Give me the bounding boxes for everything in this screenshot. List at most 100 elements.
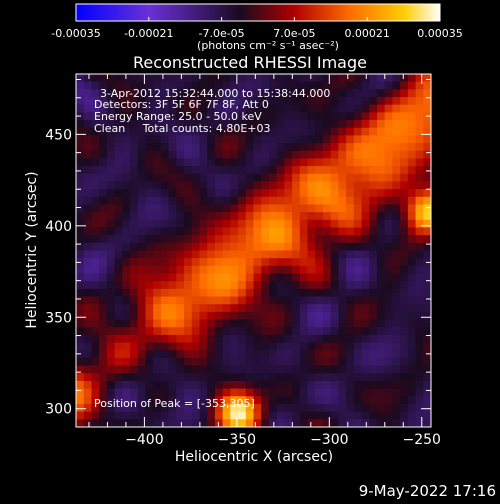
heatmap-cell [415,350,424,359]
heatmap-cell [338,181,347,190]
heatmap-cell [238,89,247,98]
heatmap-cell [353,189,362,198]
heatmap-cell [322,173,332,182]
heatmap-cell [222,411,231,420]
heatmap-cell [145,327,154,336]
heatmap-cell [369,350,378,359]
heatmap-cell [322,127,332,136]
heatmap-cell [160,135,170,144]
heatmap-cell [369,219,378,228]
heatmap-cell [284,173,293,182]
heatmap-cell [199,365,208,374]
heatmap-cell [137,112,146,121]
heatmap-cell [307,120,316,129]
heatmap-cell [299,250,308,259]
heatmap-cell [407,342,416,351]
heatmap-cell [137,135,146,144]
heatmap-cell [222,357,231,366]
heatmap-cell [137,380,146,390]
heatmap-cell [238,288,247,297]
heatmap-cell [392,166,401,175]
heatmap-cell [268,258,278,267]
heatmap-cell [137,120,146,129]
heatmap-cell [130,350,139,359]
heatmap-cell [137,127,146,136]
heatmap-cell [315,304,324,313]
heatmap-cell [330,235,339,244]
heatmap-cell [160,189,170,198]
heatmap-cell [369,288,378,297]
heatmap-cell [276,281,285,290]
heatmap-cell [191,143,200,152]
heatmap-cell [261,304,270,313]
heatmap-cell [191,166,200,175]
heatmap-cell [214,189,224,198]
heatmap-cell [99,150,108,159]
heatmap-cell [168,204,177,213]
heatmap-cell [322,242,332,251]
heatmap-cell [307,281,316,290]
heatmap-cell [137,396,146,405]
heatmap-cell [130,227,139,236]
heatmap-cell [214,173,224,182]
heatmap-cell [191,204,200,213]
heatmap-cell [214,242,224,251]
heatmap-cell [114,396,123,405]
heatmap-cell [415,189,424,198]
heatmap-cell [106,189,115,198]
heatmap-cell [276,380,285,390]
heatmap-cell [91,403,100,413]
heatmap-cell [346,74,355,83]
heatmap-cell [145,219,154,228]
heatmap-cell [153,265,162,274]
heatmap-cell [99,411,108,420]
heatmap-cell [369,189,378,198]
heatmap-cell [299,104,308,113]
heatmap-cell [122,81,131,90]
heatmap-cell [168,81,177,90]
heatmap-cell [91,135,100,144]
heatmap-cell [376,242,386,251]
heatmap-cell [353,281,362,290]
heatmap-cell [261,97,270,106]
heatmap-cell [392,334,401,343]
heatmap-cell [191,296,200,305]
heatmap-cell [392,227,401,236]
heatmap-cell [261,104,270,113]
heatmap-cell [369,273,378,282]
heatmap-cell [137,235,146,244]
heatmap-cell [407,357,416,366]
heatmap-cell [191,250,200,259]
heatmap-cell [315,265,324,274]
heatmap-cell [392,135,401,144]
heatmap-cell [245,181,254,190]
heatmap-cell [330,120,339,129]
heatmap-cell [376,304,386,313]
heatmap-cell [376,89,386,98]
heatmap-cell [99,281,108,290]
heatmap-cell [292,150,301,159]
heatmap-cell [315,319,324,328]
heatmap-cell [153,411,162,420]
heatmap-cell [423,120,432,129]
heatmap-cell [137,104,146,113]
heatmap-cell [230,304,239,313]
heatmap-cell [230,281,239,290]
heatmap-cell [307,204,316,213]
heatmap-cell [292,273,301,282]
heatmap-cell [400,242,409,251]
heatmap-cell [145,143,154,152]
heatmap-cell [276,396,285,405]
heatmap-cell [415,311,424,320]
heatmap-cell [199,342,208,351]
heatmap-cell [91,204,100,213]
heatmap-cell [130,334,139,343]
heatmap-cell [415,296,424,305]
heatmap-cell [83,258,92,267]
heatmap-cell [238,204,247,213]
heatmap-cell [245,97,254,106]
heatmap-cell [153,235,162,244]
heatmap-cell [307,403,316,413]
heatmap-cell [130,89,139,98]
heatmap-cell [268,265,278,274]
